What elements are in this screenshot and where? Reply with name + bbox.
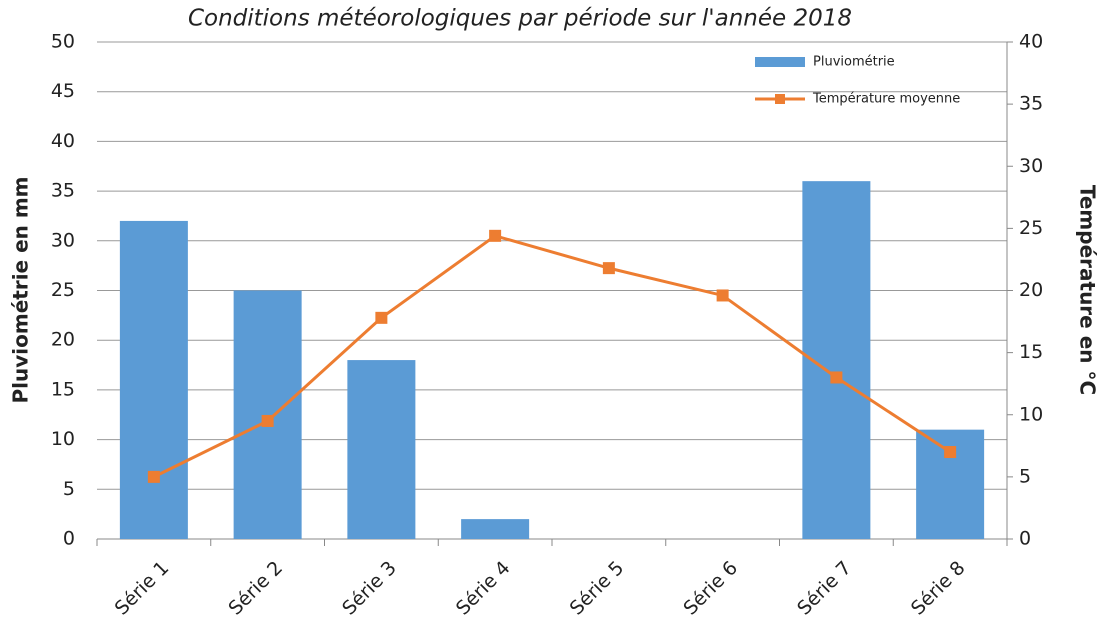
line-marker (602, 262, 615, 275)
bar (233, 290, 302, 539)
x-tick-label: Série 2 (224, 557, 287, 620)
y-tick-label: 35 (51, 180, 75, 202)
line-marker (261, 414, 274, 427)
y2-tick-label: 35 (1019, 93, 1043, 115)
y2-tick-label: 0 (1019, 528, 1031, 550)
line (153, 234, 951, 479)
bar (461, 519, 530, 539)
y-tick-label: 40 (51, 130, 75, 152)
chart-title: Conditions météorologiques par période s… (188, 6, 852, 32)
x-tick-label: Série 8 (907, 557, 970, 620)
y-tick-label: 45 (51, 80, 75, 102)
x-tick-label: Série 6 (679, 557, 742, 620)
legend-label: Pluviométrie (813, 55, 895, 70)
y2-tick-label: 30 (1019, 155, 1043, 177)
x-tick-label: Série 5 (566, 557, 629, 620)
y2-tick-label: 40 (1019, 31, 1043, 53)
y2-tick-label: 15 (1019, 341, 1043, 363)
y-tick-label: 25 (51, 279, 75, 301)
line-marker (716, 289, 729, 302)
y-tick-label: 0 (63, 528, 75, 550)
x-tick-label: Série 1 (111, 557, 174, 620)
y-tick-label: 10 (51, 428, 75, 450)
y2-tick-label: 10 (1019, 403, 1043, 425)
y2-tick-label: 5 (1019, 465, 1031, 487)
bar (347, 360, 416, 539)
y-tick-label: 50 (51, 31, 75, 53)
line-marker (944, 446, 957, 459)
y-tick-label: 15 (51, 378, 75, 400)
line-marker (147, 470, 160, 483)
x-tick-label: Série 3 (338, 557, 401, 620)
y-axis-label: Pluviométrie en mm (9, 176, 33, 403)
y-tick-label: 20 (51, 329, 75, 351)
legend-swatch (755, 57, 805, 67)
y-tick-label: 5 (63, 478, 75, 500)
y2-axis-label: Température en °C (1076, 185, 1100, 395)
y2-tick-label: 25 (1019, 217, 1043, 239)
x-tick-label: Série 4 (452, 557, 515, 620)
y2-tick-label: 20 (1019, 279, 1043, 301)
line-marker (830, 371, 843, 384)
line-marker (489, 229, 502, 242)
y-tick-label: 30 (51, 229, 75, 251)
bar (119, 220, 188, 540)
legend-label: Température moyenne (812, 92, 960, 107)
x-tick-label: Série 7 (793, 557, 856, 620)
legend-marker (775, 94, 785, 104)
line-marker (375, 311, 388, 324)
